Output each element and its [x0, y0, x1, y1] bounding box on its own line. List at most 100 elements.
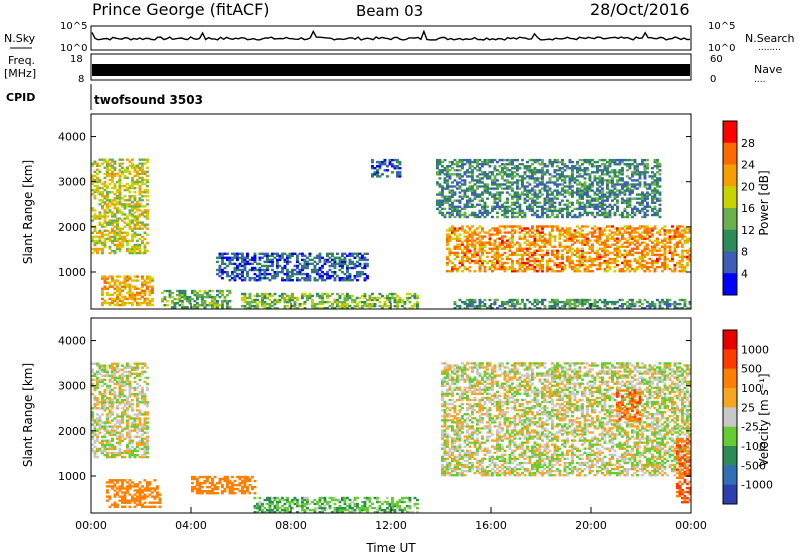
heatmap-cell — [348, 258, 352, 262]
heatmap-cell — [258, 256, 262, 259]
heatmap-cell — [116, 427, 119, 430]
heatmap-cell — [663, 265, 667, 269]
heatmap-cell — [543, 243, 547, 246]
heatmap-cell — [148, 279, 152, 282]
heatmap-cell — [93, 239, 97, 243]
heatmap-cell — [606, 179, 609, 182]
heatmap-cell — [96, 188, 99, 192]
heatmap-cell — [663, 247, 667, 250]
heatmap-cell — [288, 252, 292, 255]
heatmap-cell — [143, 249, 147, 253]
heatmap-cell — [606, 307, 609, 310]
heatmap-cell — [203, 304, 207, 307]
heatmap-cell — [106, 293, 109, 297]
heatmap-cell — [126, 277, 129, 280]
heatmap-cell — [126, 279, 129, 282]
heatmap-cell — [243, 307, 247, 310]
heatmap-cell — [446, 165, 449, 168]
heatmap-cell — [526, 205, 529, 208]
heatmap-cell — [653, 213, 657, 217]
heatmap-cell — [113, 166, 117, 169]
heatmap-cell — [121, 421, 124, 424]
heatmap-cell — [113, 168, 117, 171]
heatmap-cell — [118, 182, 122, 186]
heatmap-cell — [471, 213, 474, 217]
heatmap-cell — [578, 201, 582, 204]
heatmap-cell — [106, 174, 109, 178]
heatmap-cell — [606, 225, 609, 228]
heatmap-cell — [278, 300, 282, 304]
heatmap-cell — [111, 176, 114, 180]
heatmap-cell — [218, 295, 222, 299]
heatmap-cell — [251, 300, 254, 304]
heatmap-cell — [331, 262, 334, 266]
heatmap-cell — [556, 191, 559, 194]
heatmap-cell — [681, 253, 684, 257]
heatmap-cell — [363, 256, 367, 259]
heatmap-cell — [526, 267, 529, 271]
heatmap-cell — [113, 453, 117, 457]
heatmap-cell — [108, 209, 112, 212]
heatmap-cell — [298, 270, 302, 274]
heatmap-cell — [528, 241, 532, 244]
heatmap-cell — [656, 209, 659, 213]
heatmap-cell — [93, 445, 97, 449]
heatmap-cell — [126, 231, 129, 234]
heatmap-cell — [356, 304, 359, 308]
heatmap-cell — [93, 174, 97, 178]
heatmap-cell — [676, 241, 679, 244]
heatmap-cell — [136, 297, 139, 301]
heatmap-cell — [511, 245, 514, 248]
heatmap-cell — [513, 171, 517, 174]
heatmap-cell — [638, 171, 642, 174]
heatmap-cell — [133, 219, 137, 222]
heatmap-cell — [293, 304, 297, 308]
heatmap-cell — [378, 167, 382, 170]
heatmap-cell — [133, 217, 137, 220]
heatmap-cell — [228, 260, 232, 264]
nave-tick-0: 0 — [710, 74, 716, 85]
heatmap-cell — [263, 274, 267, 278]
heatmap-cell — [611, 251, 614, 255]
heatmap-cell — [346, 277, 349, 280]
heatmap-cell — [501, 302, 504, 306]
heatmap-cell — [108, 441, 112, 445]
heatmap-cell — [553, 298, 557, 302]
heatmap-cell — [658, 185, 662, 188]
heatmap-cell — [263, 300, 267, 304]
heatmap-cell — [518, 302, 522, 306]
heatmap-cell — [536, 160, 539, 164]
heatmap-cell — [516, 158, 519, 162]
heatmap-cell — [101, 241, 104, 245]
heatmap-cell — [516, 179, 519, 182]
heatmap-cell — [548, 201, 552, 204]
heatmap-cell — [673, 243, 677, 246]
heatmap-cell — [551, 175, 554, 178]
heatmap-cell — [466, 298, 469, 302]
heatmap-cell — [603, 193, 607, 196]
heatmap-cell — [106, 439, 109, 442]
heatmap-cell — [483, 175, 487, 178]
heatmap-cell — [643, 247, 647, 250]
heatmap-cell — [548, 189, 552, 192]
heatmap-cell — [681, 270, 684, 273]
heatmap-cell — [668, 298, 672, 302]
heatmap-cell — [561, 179, 564, 182]
heatmap-cell — [246, 254, 249, 257]
heatmap-cell — [371, 158, 374, 162]
heatmap-cell — [608, 175, 612, 178]
heatmap-cell — [233, 277, 237, 280]
heatmap-cell — [498, 183, 502, 186]
heatmap-cell — [103, 211, 107, 214]
heatmap-cell — [146, 195, 149, 198]
heatmap-cell — [196, 297, 199, 301]
heatmap-cell — [103, 221, 107, 224]
heatmap-cell — [258, 262, 262, 266]
heatmap-cell — [121, 166, 124, 169]
heatmap-cell — [511, 227, 514, 230]
heatmap-cell — [121, 162, 124, 165]
heatmap-cell — [203, 289, 207, 293]
heatmap-cell — [593, 160, 597, 164]
heatmap-cell — [91, 235, 94, 238]
heatmap-cell — [636, 183, 639, 186]
